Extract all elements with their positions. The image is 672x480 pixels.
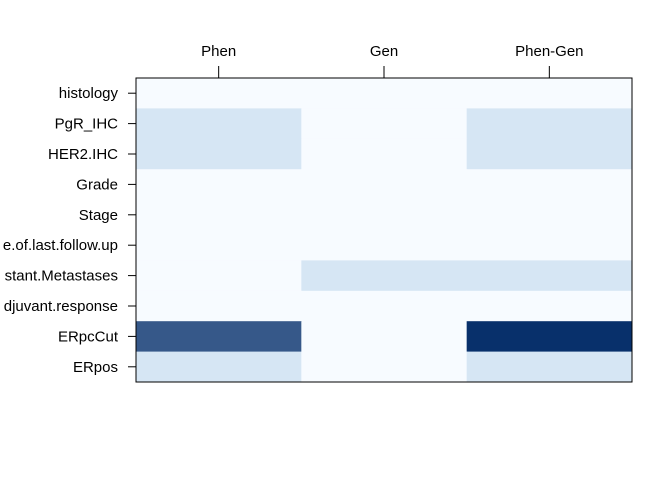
y-tick-label: Stage (79, 207, 118, 224)
heatmap-cell (466, 230, 633, 261)
heatmap-cell (466, 169, 633, 201)
y-tick-label: djuvant.response (4, 298, 118, 315)
y-tick-label: ERpcCut (58, 328, 119, 345)
heatmap-cell (301, 138, 468, 170)
y-tick-label: e.of.last.follow.up (3, 237, 118, 254)
heatmap-cell (466, 199, 633, 231)
y-tick-label: Grade (76, 176, 118, 193)
y-tick-label: HER2.IHC (48, 146, 118, 163)
y-tick-label: histology (59, 85, 119, 102)
y-tick-label: stant.Metastases (5, 268, 118, 285)
y-tick-label: PgR_IHC (55, 116, 119, 133)
heatmap-cell (301, 290, 468, 322)
x-tick-label: Phen-Gen (515, 43, 583, 60)
y-tick-label: ERpos (73, 359, 118, 376)
x-axis: Phen Gen Phen-Gen (201, 43, 584, 79)
heatmap-cell (136, 169, 302, 201)
heatmap-cell (136, 321, 302, 353)
heatmap-cell (136, 351, 302, 383)
heatmap-cell (301, 108, 468, 140)
heatmap-cell (136, 230, 302, 261)
heatmap-cell (466, 351, 633, 383)
heatmap-cell (301, 351, 468, 383)
heatmap-cell (301, 321, 468, 353)
heatmap-cell (136, 290, 302, 322)
heatmap-cell (136, 260, 302, 292)
heatmap-cell (466, 260, 633, 292)
heatmap-cell (466, 138, 633, 170)
heatmap-cell (301, 78, 468, 109)
heatmap-cell (136, 108, 302, 140)
heatmap-cell (301, 169, 468, 201)
heatmap-cell (466, 78, 633, 109)
y-axis: histology PgR_IHC HER2.IHC Grade Stage e.of.l… (3, 85, 137, 376)
heatmap-cell (466, 321, 633, 353)
x-tick-label: Gen (370, 43, 398, 60)
heatmap-cell (301, 199, 468, 231)
heatmap-cell (136, 78, 302, 109)
heatmap-cell (301, 230, 468, 261)
heatmap-cells (136, 78, 633, 383)
heatmap-cell (466, 290, 633, 322)
heatmap-cell (301, 260, 468, 292)
heatmap-cell (136, 199, 302, 231)
heatmap-cell (136, 138, 302, 170)
heatmap-cell (466, 108, 633, 140)
x-tick-label: Phen (201, 43, 236, 60)
